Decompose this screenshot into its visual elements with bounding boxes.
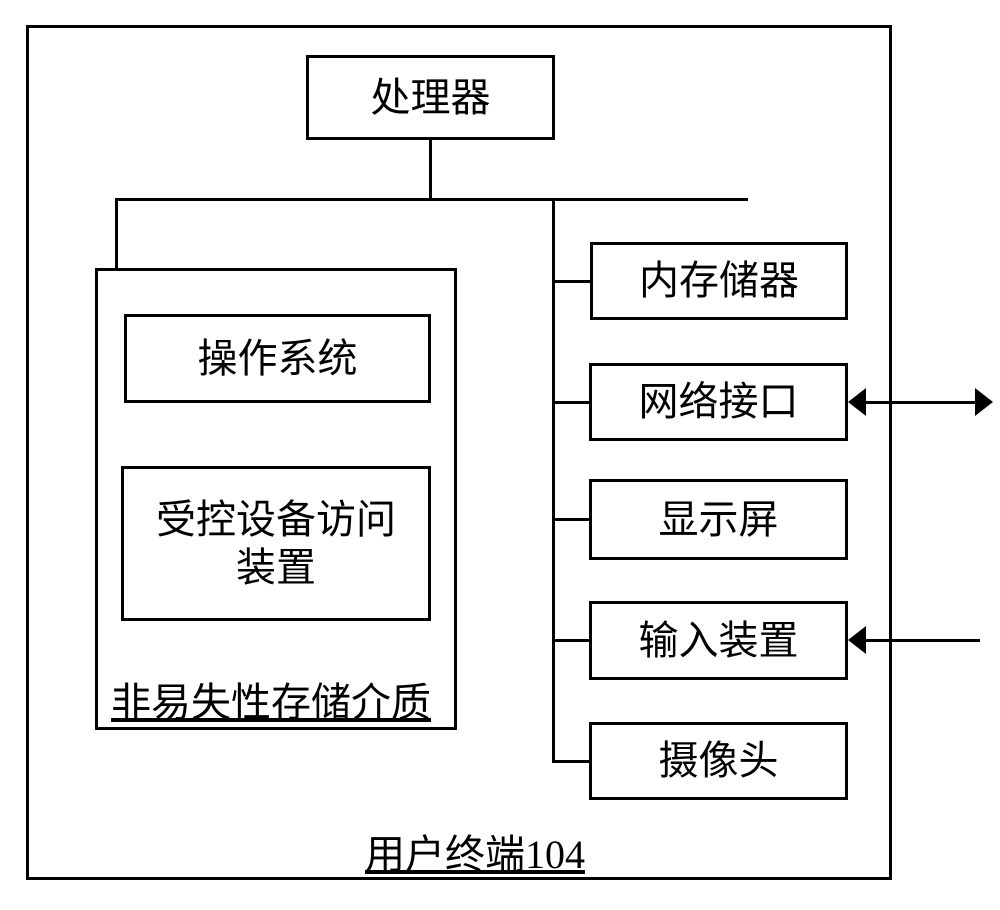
processor-label: 处理器 xyxy=(371,74,491,122)
camera-box: 摄像头 xyxy=(589,722,848,800)
stub-network xyxy=(552,401,590,404)
stub-display xyxy=(552,518,590,521)
storage-label: 非易失性存储介质 xyxy=(111,670,431,728)
network-arrow-left xyxy=(848,388,866,416)
network-box: 网络接口 xyxy=(589,363,848,441)
network-label: 网络接口 xyxy=(639,378,799,426)
bus-processor-drop xyxy=(429,140,432,201)
stub-memory xyxy=(552,280,590,283)
terminal-label: 用户终端104 xyxy=(365,822,585,880)
display-label: 显示屏 xyxy=(659,496,779,544)
input-box: 输入装置 xyxy=(589,601,848,680)
memory-box: 内存储器 xyxy=(590,242,848,320)
os-label: 操作系统 xyxy=(198,335,358,383)
input-label: 输入装置 xyxy=(639,617,799,665)
network-arrow-line xyxy=(860,401,978,404)
device-access-label: 受控设备访问 装置 xyxy=(156,496,396,592)
input-arrow-line xyxy=(862,639,980,642)
camera-label: 摄像头 xyxy=(659,737,779,785)
os-box: 操作系统 xyxy=(124,314,431,403)
memory-label: 内存储器 xyxy=(639,257,799,305)
bus-left-drop xyxy=(115,198,118,270)
display-box: 显示屏 xyxy=(589,479,848,560)
network-arrow-right xyxy=(975,388,993,416)
stub-camera xyxy=(552,760,590,763)
bus-horizontal xyxy=(116,198,748,201)
processor-box: 处理器 xyxy=(306,55,555,140)
stub-input xyxy=(552,639,590,642)
input-arrow-left xyxy=(848,626,866,654)
block-diagram: 处理器 操作系统 受控设备访问 装置 非易失性存储介质 内存储器 网络接口 显示… xyxy=(0,0,1000,910)
device-access-box: 受控设备访问 装置 xyxy=(121,466,431,621)
